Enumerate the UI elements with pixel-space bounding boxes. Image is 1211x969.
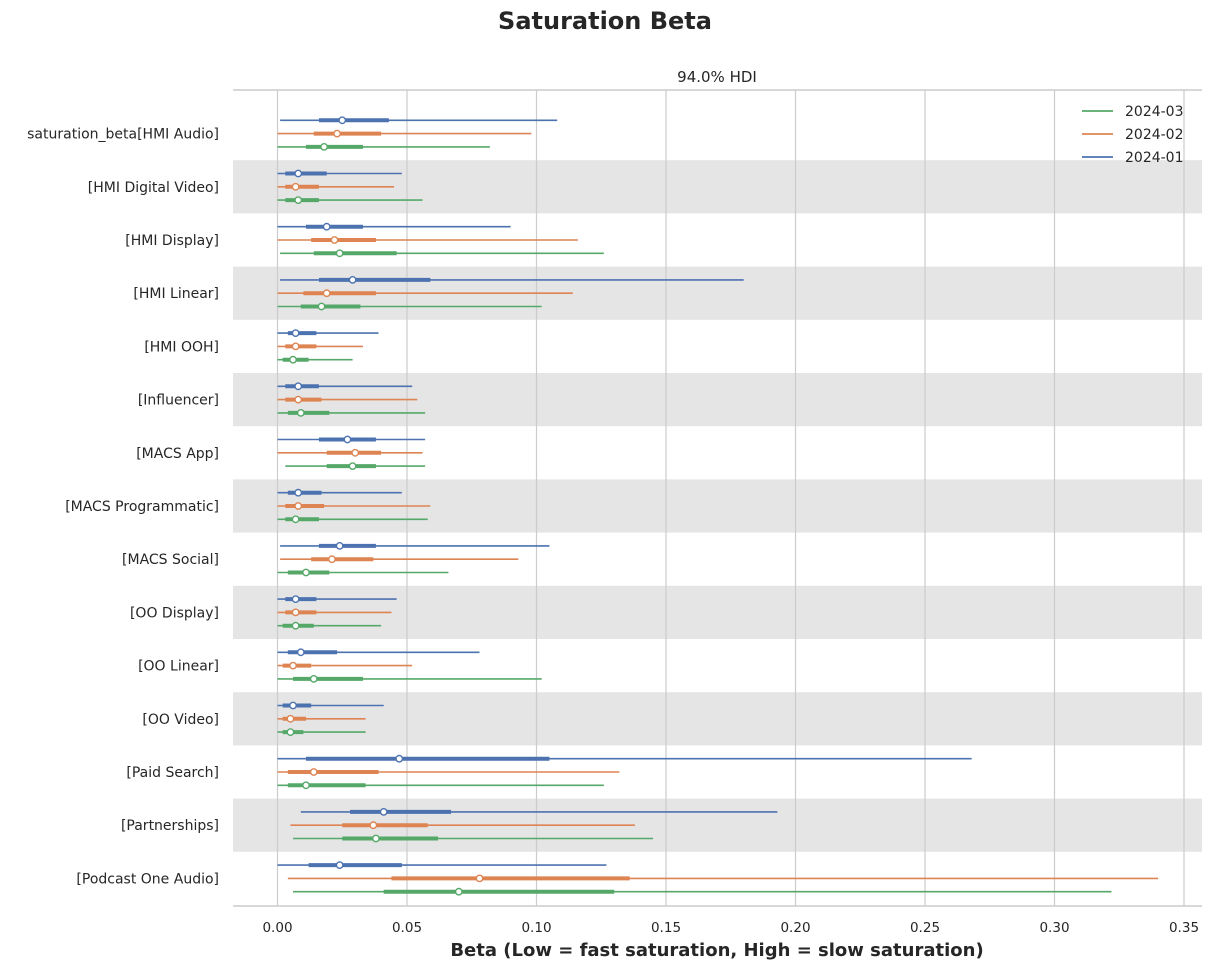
- median-point: [294, 382, 303, 391]
- median-point: [369, 821, 378, 830]
- y-tick-label: [HMI Display]: [125, 233, 219, 249]
- median-point: [291, 182, 300, 191]
- median-point: [302, 568, 310, 577]
- y-tick-label: saturation_beta[HMI Audio]: [27, 127, 219, 143]
- median-point: [291, 621, 300, 630]
- chart-subtitle: 94.0% HDI: [677, 68, 757, 86]
- median-point: [335, 861, 344, 869]
- median-point: [348, 275, 357, 284]
- median-point: [294, 502, 303, 510]
- x-tick-label: 0.00: [262, 920, 292, 936]
- median-point: [294, 395, 303, 404]
- x-tick-label: 0.10: [521, 920, 551, 936]
- y-tick-label: [HMI Digital Video]: [88, 180, 219, 196]
- y-tick-label: [OO Linear]: [138, 659, 219, 675]
- median-point: [296, 648, 305, 657]
- median-point: [330, 236, 339, 244]
- legend-label: 2024-02: [1125, 127, 1184, 143]
- median-point: [348, 462, 357, 470]
- median-point: [291, 608, 300, 617]
- series-2024-02: [277, 129, 1159, 883]
- median-point: [286, 728, 295, 736]
- median-point: [289, 355, 297, 364]
- median-point: [309, 768, 318, 776]
- median-point: [289, 701, 297, 710]
- median-point: [395, 754, 404, 763]
- median-point: [322, 289, 331, 298]
- y-tick-label: [MACS Programmatic]: [65, 499, 219, 515]
- series-layer: [277, 116, 1159, 896]
- y-tick-label: [Influencer]: [138, 393, 219, 409]
- median-point: [454, 887, 463, 896]
- x-tick-label: 0.15: [651, 920, 681, 936]
- median-point: [351, 448, 360, 457]
- x-tick-label: 0.35: [1169, 920, 1199, 936]
- y-tick-label: [Paid Search]: [126, 765, 219, 781]
- x-tick-label: 0.30: [1039, 920, 1069, 936]
- median-point: [335, 542, 344, 550]
- median-point: [475, 874, 484, 883]
- median-point: [372, 834, 380, 843]
- median-point: [338, 116, 347, 125]
- y-tick-label: [Partnerships]: [121, 818, 219, 834]
- median-point: [335, 249, 344, 258]
- median-point: [291, 515, 300, 524]
- median-point: [294, 196, 303, 205]
- median-point: [289, 661, 297, 670]
- median-point: [291, 342, 300, 351]
- axes: [233, 89, 1202, 907]
- median-point: [291, 595, 300, 603]
- median-point: [291, 329, 300, 337]
- y-tick-label: [OO Display]: [130, 605, 219, 621]
- y-tick-label: [Podcast One Audio]: [76, 871, 219, 887]
- legend-label: 2024-03: [1125, 104, 1184, 120]
- y-tick-label: [HMI OOH]: [144, 339, 219, 355]
- y-tick-label: [HMI Linear]: [133, 286, 219, 302]
- median-point: [296, 408, 305, 417]
- median-point: [286, 714, 295, 723]
- chart-title: Saturation Beta: [498, 7, 712, 35]
- y-tick-label: [OO Video]: [142, 712, 219, 728]
- legend-label: 2024-01: [1125, 150, 1184, 166]
- x-tick-label: 0.20: [780, 920, 810, 936]
- row-band: [233, 692, 1202, 746]
- x-tick-label: 0.25: [910, 920, 940, 936]
- vertical-gridlines: [276, 90, 1185, 906]
- median-point: [327, 555, 336, 564]
- row-band: [233, 585, 1202, 639]
- median-point: [294, 169, 303, 178]
- series-2024-01: [277, 116, 972, 869]
- x-axis-label: Beta (Low = fast saturation, High = slow…: [450, 940, 983, 961]
- median-point: [379, 808, 388, 816]
- median-point: [302, 781, 310, 790]
- y-tick-label: [MACS App]: [136, 446, 219, 462]
- median-point: [322, 222, 331, 231]
- y-tick-labels: saturation_beta[HMI Audio] [HMI Digital V…: [27, 127, 219, 888]
- row-band: [233, 160, 1202, 214]
- median-point: [309, 675, 318, 683]
- legend: 2024-03 2024-02 2024-01: [1082, 104, 1184, 166]
- median-point: [317, 302, 326, 311]
- y-tick-label: [MACS Social]: [122, 552, 219, 568]
- series-2024-03: [277, 142, 1112, 896]
- median-point: [343, 435, 352, 444]
- x-tick-labels: 0.00 0.05 0.10 0.15 0.20 0.25 0.30 0.35: [262, 920, 1199, 936]
- median-point: [320, 142, 329, 151]
- median-point: [333, 129, 341, 138]
- median-point: [294, 488, 303, 497]
- x-tick-label: 0.05: [392, 920, 422, 936]
- row-bands: [233, 160, 1202, 852]
